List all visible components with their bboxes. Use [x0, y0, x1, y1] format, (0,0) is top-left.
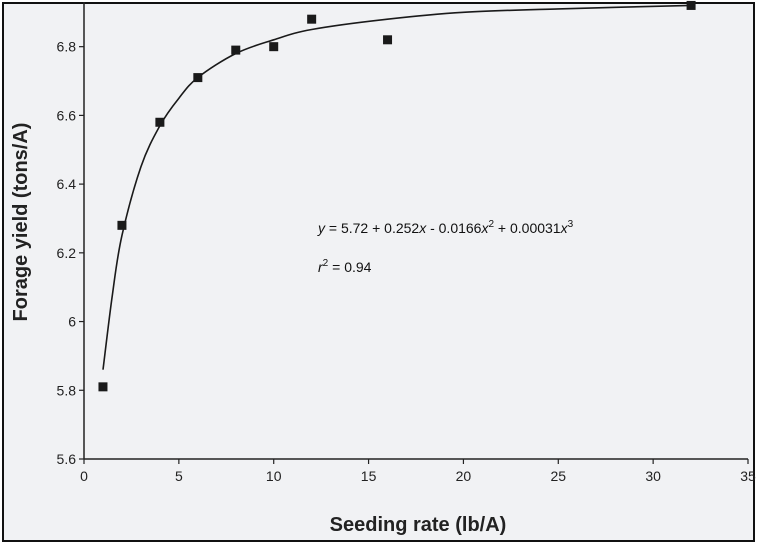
axes: [83, 2, 748, 460]
data-point-marker: [383, 35, 393, 45]
x-tick-label: 20: [456, 468, 472, 484]
data-point-marker: [98, 382, 108, 392]
x-tick-label: 15: [361, 468, 377, 484]
y-ticks: 5.6 5.8 6 6.2 6.4 6.6 6.8: [57, 39, 84, 467]
x-tick-label: 25: [550, 468, 566, 484]
data-point-marker: [193, 73, 203, 83]
data-point-marker: [155, 117, 165, 127]
r-squared-label: r2 = 0.94: [318, 258, 372, 275]
y-tick-label: 6.8: [57, 39, 77, 55]
x-tick-label: 0: [80, 468, 88, 484]
data-point-marker: [686, 0, 696, 10]
y-tick-label: 6.6: [57, 107, 77, 123]
y-axis-title: Forage yield (tons/A): [10, 123, 32, 322]
data-point-marker: [117, 220, 127, 230]
data-point-marker: [231, 45, 241, 55]
y-tick-label: 5.6: [57, 451, 77, 467]
x-tick-label: 35: [740, 468, 756, 484]
x-tick-label: 5: [175, 468, 183, 484]
data-point-marker: [307, 14, 317, 24]
x-tick-label: 30: [645, 468, 661, 484]
data-points: [98, 0, 696, 392]
y-tick-label: 6: [68, 314, 76, 330]
x-tick-label: 10: [266, 468, 282, 484]
y-tick-label: 6.4: [57, 176, 77, 192]
y-tick-label: 6.2: [57, 245, 77, 261]
x-axis-title: Seeding rate (lb/A): [330, 514, 507, 536]
fit-curve: [102, 4, 692, 370]
data-point-marker: [269, 42, 279, 52]
y-tick-label: 5.8: [57, 382, 77, 398]
regression-equation: y = 5.72 + 0.252x - 0.0166x2 + 0.00031x3: [317, 219, 574, 236]
x-ticks: 0 5 10 15 20 25 30 35: [80, 459, 756, 484]
